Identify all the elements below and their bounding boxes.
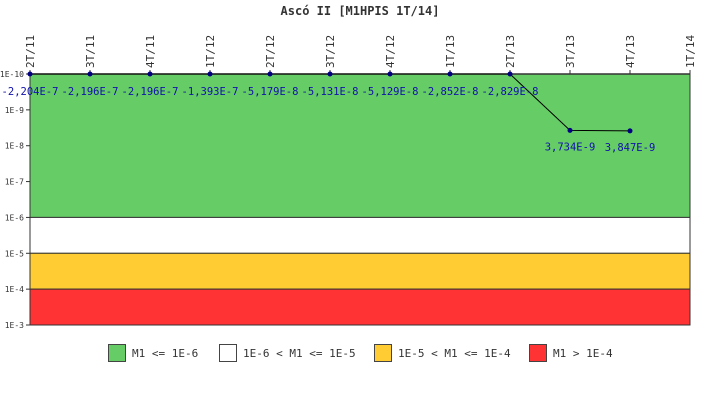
legend-swatch <box>374 344 392 362</box>
data-point <box>147 71 153 77</box>
x-tick-label: 3T/11 <box>84 35 97 68</box>
x-tick-label: 2T/12 <box>264 35 277 68</box>
data-label: -2,196E-7 <box>122 86 179 98</box>
data-label: -2,852E-8 <box>422 86 479 98</box>
band-1 <box>29 216 691 254</box>
y-tick-label: 1E-3 <box>5 321 24 330</box>
legend-label: M1 > 1E-4 <box>553 346 613 360</box>
risk-bands <box>29 73 691 326</box>
band-3 <box>29 288 691 326</box>
band-2 <box>29 252 691 290</box>
data-label: -5,131E-8 <box>302 86 359 98</box>
data-series: -2,204E-7 -2,196E-7 -2,196E-7 -1,393E-7 -5,1… <box>2 71 656 154</box>
y-tick-label: 1E-6 <box>5 213 24 222</box>
data-label: -2,196E-7 <box>62 86 119 98</box>
x-tick-label: 1T/13 <box>444 35 457 68</box>
legend-label: 1E-5 < M1 <= 1E-4 <box>398 346 511 360</box>
data-point <box>267 71 273 77</box>
data-point <box>507 71 513 77</box>
data-label: 3,847E-9 <box>605 142 656 154</box>
data-label: -2,829E-8 <box>482 86 539 98</box>
data-point <box>27 71 33 77</box>
x-tick-label: 4T/13 <box>624 35 637 68</box>
data-label: 3,734E-9 <box>545 141 596 153</box>
data-label: -2,204E-7 <box>2 86 59 98</box>
y-tick-label: 1E-9 <box>5 106 24 115</box>
data-point <box>627 128 633 134</box>
legend-item: M1 > 1E-4 <box>529 344 613 362</box>
data-point <box>447 71 453 77</box>
x-tick-label: 2T/13 <box>504 35 517 68</box>
data-label: -1,393E-7 <box>182 86 239 98</box>
x-tick-label: 2T/11 <box>24 35 37 68</box>
x-tick-label: 1T/14 <box>684 35 697 68</box>
chart-title: Ascó II [M1HPIS 1T/14] <box>281 4 440 18</box>
y-tick-label: 1E-4 <box>5 285 24 294</box>
x-tick-label: 3T/12 <box>324 35 337 68</box>
legend-item: 1E-6 < M1 <= 1E-5 <box>219 344 356 362</box>
legend-label: 1E-6 < M1 <= 1E-5 <box>243 346 356 360</box>
y-tick-label: 1E-8 <box>5 142 24 151</box>
data-point <box>567 127 573 133</box>
x-tick-label: 1T/12 <box>204 35 217 68</box>
legend-swatch <box>529 344 547 362</box>
legend-item: 1E-5 < M1 <= 1E-4 <box>374 344 511 362</box>
legend-item: M1 <= 1E-6 <box>108 344 198 362</box>
y-tick-label: 1E-10 <box>0 70 24 79</box>
data-label: -5,179E-8 <box>242 86 299 98</box>
data-point <box>387 71 393 77</box>
y-tick-label: 1E-5 <box>5 249 24 258</box>
data-point <box>207 71 213 77</box>
x-tick-label: 4T/12 <box>384 35 397 68</box>
legend-label: M1 <= 1E-6 <box>132 346 199 360</box>
x-tick-label: 4T/11 <box>144 35 157 68</box>
data-point <box>87 71 93 77</box>
band-0 <box>29 73 691 218</box>
legend-swatch <box>219 344 237 362</box>
legend: M1 <= 1E-6 1E-6 < M1 <= 1E-5 1E-5 < M1 <= … <box>0 344 720 368</box>
legend-swatch <box>108 344 126 362</box>
chart-canvas: Ascó II [M1HPIS 1T/14] 2T/11 3T/11 4T/11 1T… <box>0 4 697 330</box>
data-label: -5,129E-8 <box>362 86 419 98</box>
x-tick-label: 3T/13 <box>564 35 577 68</box>
y-tick-label: 1E-7 <box>5 178 24 187</box>
data-point <box>327 71 333 77</box>
